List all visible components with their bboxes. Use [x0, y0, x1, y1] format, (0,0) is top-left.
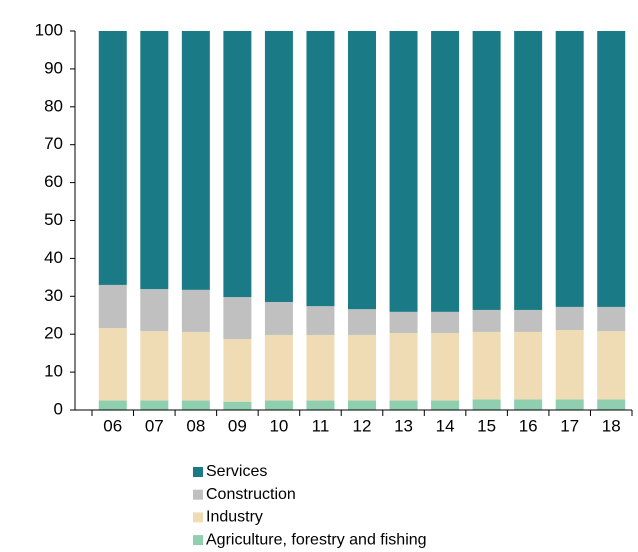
bar-segment [223, 401, 252, 410]
x-tick-label: 08 [186, 416, 205, 435]
legend-swatch [193, 489, 203, 500]
bar-segment [98, 284, 127, 329]
y-tick-label: 10 [44, 362, 63, 381]
bar-segment [389, 311, 418, 334]
bar-segment [472, 309, 501, 332]
bar-segment [98, 31, 127, 285]
x-tick-label: 11 [312, 416, 330, 435]
y-tick-label: 90 [44, 58, 63, 77]
y-tick-label: 20 [44, 324, 63, 343]
bar-segment [555, 306, 584, 331]
x-tick-label: 17 [560, 416, 579, 435]
legend-label: Services [206, 463, 267, 480]
bar-segment [389, 333, 418, 401]
bar-segment [140, 331, 169, 401]
y-tick-label: 80 [44, 96, 63, 115]
bar-segment [348, 31, 376, 310]
bar-segment [389, 31, 418, 312]
bar-segment [181, 289, 210, 332]
legend-label: Agriculture, forestry and fishing [206, 531, 427, 548]
bar-segment [514, 331, 543, 400]
legend-swatch [193, 512, 203, 523]
bar-segment [514, 399, 543, 410]
bar-segment [98, 328, 127, 401]
bar-segment [264, 334, 293, 401]
bar-segment [306, 306, 335, 335]
bar-segment [431, 31, 460, 312]
bar-segment [431, 311, 460, 334]
bar-segment [555, 330, 584, 400]
bar-segment [348, 400, 376, 410]
x-tick-label: 14 [436, 416, 455, 435]
bar-segment [306, 400, 335, 410]
bar-segment [140, 400, 169, 410]
y-tick-label: 60 [44, 172, 63, 191]
x-tick-label: 18 [602, 416, 621, 435]
bar-segment [264, 400, 293, 410]
bar-segment [306, 31, 335, 307]
bar-segment [597, 31, 626, 307]
y-tick-label: 70 [44, 134, 63, 153]
legend-label: Industry [206, 509, 263, 526]
x-tick-label: 07 [145, 416, 164, 435]
y-tick-label: 100 [35, 20, 63, 39]
bar-segment [472, 31, 501, 310]
y-tick-label: 50 [44, 210, 63, 229]
bar-segment [264, 31, 293, 302]
x-tick-label: 10 [269, 416, 288, 435]
bar-segment [514, 31, 543, 310]
x-tick-label: 16 [519, 416, 538, 435]
bar-segment [348, 334, 376, 401]
bar-segment [181, 400, 210, 410]
bar-segment [140, 289, 169, 332]
y-tick-label: 30 [44, 286, 63, 305]
x-tick-label: 13 [394, 416, 413, 435]
bar-segment [597, 331, 626, 400]
bar-segment [514, 309, 543, 332]
x-tick-label: 12 [353, 416, 372, 435]
legend-swatch [193, 467, 203, 477]
x-tick-label: 06 [103, 416, 122, 435]
bar-segment [597, 399, 626, 410]
bar-segment [306, 334, 335, 401]
bar-segment [223, 31, 252, 298]
bar-segment [431, 400, 460, 410]
bar-segment [264, 301, 293, 335]
bar-segment [181, 331, 210, 401]
legend-swatch [193, 535, 203, 546]
bar-segment [98, 400, 127, 410]
bar-segment [223, 297, 252, 340]
bar-segment [140, 31, 169, 290]
x-tick-label: 09 [228, 416, 247, 435]
bar-segment [223, 339, 252, 402]
bar-segment [597, 306, 626, 332]
bar-segment [431, 333, 460, 401]
x-tick-label: 15 [477, 416, 496, 435]
bar-segment [472, 399, 501, 410]
legend-label: Construction [206, 486, 296, 503]
bar-segment [389, 400, 418, 410]
bar-segment [555, 399, 584, 410]
bar-segment [555, 31, 584, 307]
bar-segment [348, 309, 376, 335]
y-tick-label: 40 [44, 248, 63, 267]
bar-segment [472, 331, 501, 400]
y-tick-label: 0 [54, 399, 63, 418]
bar-segment [181, 31, 210, 290]
